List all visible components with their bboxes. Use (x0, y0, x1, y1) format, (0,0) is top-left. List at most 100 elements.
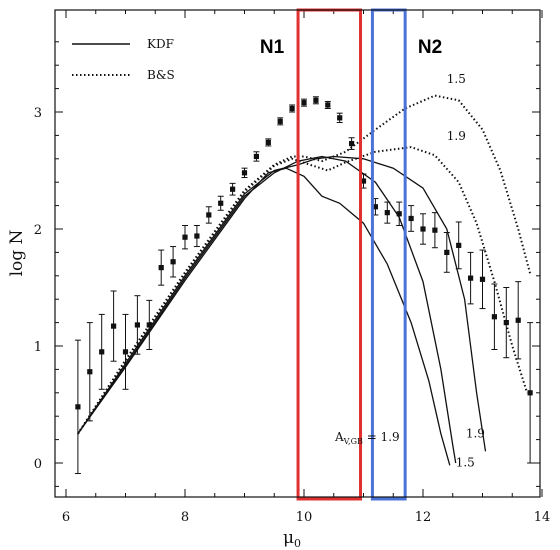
data-point (289, 104, 296, 113)
kdf-curve-1 (77, 155, 457, 464)
data-point (74, 339, 81, 475)
y-tick-label: 2 (34, 223, 42, 238)
bs-curve-label-1-9: 1.9 (447, 129, 466, 143)
data-point (217, 195, 224, 211)
x-tick-label: 8 (181, 510, 189, 525)
bs-curve-0 (77, 94, 532, 435)
data-marker (503, 320, 509, 326)
legend-kdf-label: KDF (147, 37, 174, 51)
data-point (431, 212, 438, 249)
data-marker (111, 323, 117, 329)
data-marker (99, 349, 105, 355)
data-point (265, 138, 272, 147)
band-label-n2: N2 (418, 37, 442, 58)
kdf-curve-0 (77, 155, 487, 452)
data-marker (527, 390, 533, 396)
x-axis-title: μ0 (283, 528, 301, 550)
data-point (158, 249, 165, 286)
data-marker (230, 186, 236, 192)
data-point (503, 287, 510, 359)
data-point (384, 201, 391, 224)
data-point (134, 295, 141, 355)
band-label-n1: N1 (260, 37, 285, 58)
x-tick-label: 12 (415, 510, 432, 525)
band-n2 (370, 8, 407, 501)
data-marker (277, 118, 283, 124)
x-tick-label: 6 (62, 510, 70, 525)
data-marker (468, 275, 474, 281)
data-marker (122, 349, 129, 355)
data-point (479, 249, 486, 310)
data-point (408, 205, 415, 232)
kdf-curve-2 (77, 167, 451, 466)
data-point (396, 201, 403, 226)
data-marker (349, 140, 355, 147)
data-point (301, 98, 307, 107)
data-marker (479, 276, 486, 282)
data-marker (206, 212, 212, 218)
x-tick-label: 10 (296, 510, 313, 525)
data-point (98, 313, 105, 390)
data-point (182, 224, 188, 250)
data-marker (265, 139, 271, 146)
data-marker (432, 227, 438, 233)
extinction-annotation: AV,GB = 1.9 (334, 430, 400, 446)
data-point (229, 182, 236, 196)
data-point (324, 100, 331, 109)
data-point (312, 96, 319, 105)
data-marker (253, 153, 259, 160)
data-point (86, 322, 93, 422)
data-marker (456, 242, 462, 248)
data-marker (325, 102, 331, 108)
data-point (170, 246, 177, 278)
data-point (146, 299, 153, 351)
data-marker (420, 226, 426, 232)
y-tick-label: 3 (34, 106, 42, 121)
data-marker (444, 249, 450, 255)
data-point (277, 117, 284, 126)
data-point (491, 283, 498, 351)
y-tick-label: 0 (34, 457, 42, 472)
band-layer: N1 N2 (260, 8, 442, 501)
band-n1 (296, 8, 363, 501)
data-point (253, 151, 260, 162)
data-marker (182, 234, 188, 240)
data-point (205, 206, 212, 224)
data-marker (218, 200, 224, 206)
data-point (443, 232, 450, 273)
legend: KDF B&S (72, 37, 175, 82)
kdf-curve-label-1-5: 1.5 (456, 456, 475, 470)
data-point (527, 322, 534, 464)
data-marker (134, 322, 140, 328)
y-axis-title: log N (7, 229, 27, 276)
plot-frame (54, 9, 541, 498)
data-point (420, 213, 426, 245)
data-point (455, 221, 462, 270)
data-point (110, 290, 117, 362)
data-point (467, 251, 474, 305)
y-tick-label: 1 (34, 340, 42, 355)
bs-curve-1 (77, 146, 529, 435)
data-marker (170, 259, 176, 265)
data-marker (146, 322, 152, 328)
bs-curve-label-1-5: 1.5 (447, 72, 466, 86)
point-layer (74, 96, 534, 475)
data-marker (360, 178, 367, 184)
x-axis-title-subscript: 0 (294, 537, 301, 550)
data-point (515, 281, 522, 360)
data-point (241, 167, 248, 179)
data-marker (408, 215, 414, 222)
data-point (348, 137, 355, 150)
data-marker (75, 404, 81, 410)
data-marker (372, 204, 378, 210)
data-point (336, 112, 343, 124)
data-marker (301, 100, 307, 106)
data-marker (241, 170, 248, 176)
data-marker (158, 265, 164, 271)
data-marker (384, 210, 390, 216)
data-marker (396, 211, 402, 217)
curve-layer: 1.5 1.9 1.5 1.9 (77, 72, 532, 470)
data-marker (337, 115, 343, 121)
